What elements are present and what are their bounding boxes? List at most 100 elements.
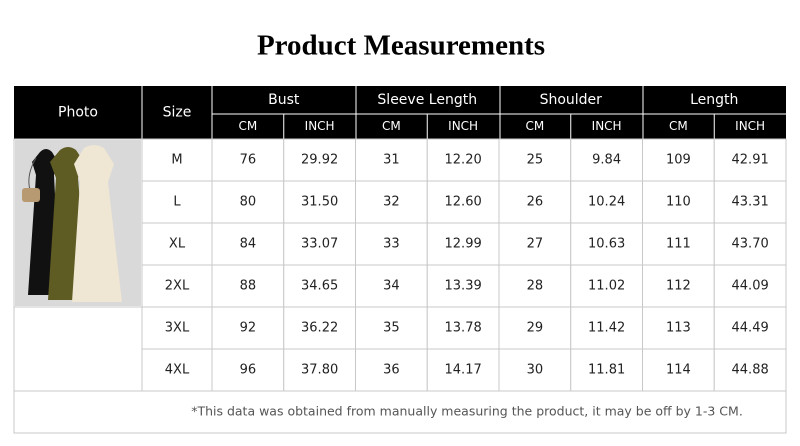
value: 27 — [527, 237, 544, 252]
value: 11.42 — [588, 321, 625, 336]
size: XL — [169, 237, 186, 252]
cell — [141, 180, 213, 224]
value: 31.50 — [301, 195, 338, 210]
cell — [283, 222, 356, 266]
size: M — [171, 153, 182, 168]
cell — [355, 138, 428, 182]
group-header: Sleeve Length — [377, 92, 477, 108]
value: 13.39 — [445, 279, 482, 294]
cell — [141, 348, 213, 392]
value: 36 — [383, 363, 400, 378]
column-header: Size — [163, 105, 192, 121]
unit-header: INCH — [592, 119, 622, 133]
note: *This data was obtained from manually me… — [191, 404, 743, 419]
cell — [570, 138, 643, 182]
size: 4XL — [165, 363, 190, 378]
value: 32 — [383, 195, 400, 210]
cell — [426, 348, 500, 392]
bag-strap — [28, 157, 37, 191]
cell — [498, 222, 572, 266]
cell — [498, 306, 572, 350]
unit-header: INCH — [448, 119, 478, 133]
value: 10.63 — [588, 237, 625, 252]
value: 29 — [527, 321, 544, 336]
cell — [498, 264, 572, 308]
cell — [713, 138, 787, 182]
cell — [141, 138, 213, 182]
value: 110 — [666, 195, 691, 210]
value: 43.31 — [732, 195, 769, 210]
value: 12.20 — [445, 153, 482, 168]
value: 92 — [240, 321, 257, 336]
cell — [570, 306, 643, 350]
value: 26 — [527, 195, 544, 210]
unit-header: CM — [239, 119, 258, 133]
value: 33 — [383, 237, 400, 252]
value: 30 — [527, 363, 544, 378]
cell — [498, 180, 572, 224]
cell — [426, 180, 500, 224]
cell — [141, 264, 213, 308]
cell — [211, 138, 285, 182]
value: 112 — [666, 279, 691, 294]
value: 35 — [383, 321, 400, 336]
group-header: Bust — [268, 92, 300, 108]
value: 31 — [383, 153, 400, 168]
cell — [283, 306, 356, 350]
value: 96 — [240, 363, 257, 378]
photo-cell-empty — [13, 306, 143, 392]
unit-header: CM — [669, 119, 688, 133]
value: 43.70 — [732, 237, 769, 252]
value: 109 — [666, 153, 691, 168]
value: 34 — [383, 279, 400, 294]
cell — [642, 138, 715, 182]
value: 12.60 — [445, 195, 482, 210]
value: 34.65 — [301, 279, 338, 294]
cell — [283, 348, 356, 392]
value: 113 — [666, 321, 691, 336]
value: 44.49 — [732, 321, 769, 336]
cell — [211, 264, 285, 308]
value: 33.07 — [301, 237, 338, 252]
unit-header: INCH — [735, 119, 765, 133]
value: 114 — [666, 363, 691, 378]
cell — [570, 180, 643, 224]
title: Product Measurements — [257, 30, 545, 62]
cell — [570, 264, 643, 308]
cell — [426, 138, 500, 182]
cell — [283, 138, 356, 182]
value: 10.24 — [588, 195, 625, 210]
group-header: Shoulder — [540, 92, 603, 108]
cell — [426, 306, 500, 350]
dress-cream — [72, 145, 122, 302]
cell — [211, 180, 285, 224]
column-header: Photo — [58, 105, 98, 121]
value: 14.17 — [445, 363, 482, 378]
size: 3XL — [165, 321, 190, 336]
cell — [355, 180, 428, 224]
value: 12.99 — [445, 237, 482, 252]
value: 44.09 — [732, 279, 769, 294]
value: 84 — [240, 237, 257, 252]
unit-header: INCH — [305, 119, 335, 133]
cell — [355, 222, 428, 266]
group-header: Length — [690, 92, 738, 108]
value: 44.88 — [732, 363, 769, 378]
value: 37.80 — [301, 363, 338, 378]
cell — [141, 222, 213, 266]
photo — [15, 140, 141, 306]
value: 11.02 — [588, 279, 625, 294]
value: 9.84 — [592, 153, 621, 168]
size: 2XL — [165, 279, 190, 294]
cell — [498, 138, 572, 182]
header-bg — [14, 86, 786, 139]
value: 28 — [527, 279, 544, 294]
bag — [22, 188, 40, 202]
cell — [713, 264, 787, 308]
value: 42.91 — [732, 153, 769, 168]
value: 111 — [666, 237, 691, 252]
value: 29.92 — [301, 153, 338, 168]
value: 13.78 — [445, 321, 482, 336]
value: 36.22 — [301, 321, 338, 336]
